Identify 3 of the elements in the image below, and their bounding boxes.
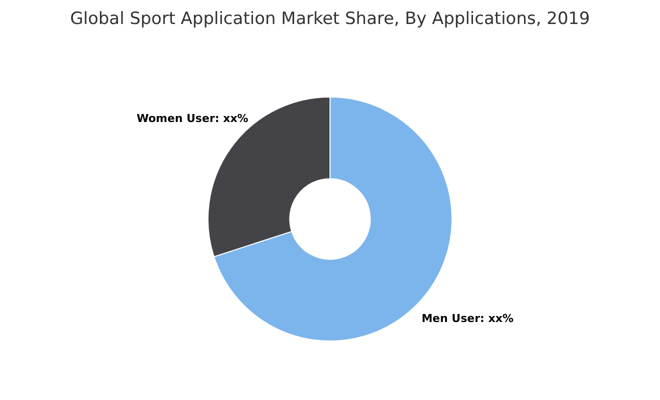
chart-title: Global Sport Application Market Share, By Applications, 2019 [70, 9, 590, 29]
slice-label: Women User: xx% [136, 112, 248, 126]
slice-label: Men User: xx% [422, 312, 514, 325]
